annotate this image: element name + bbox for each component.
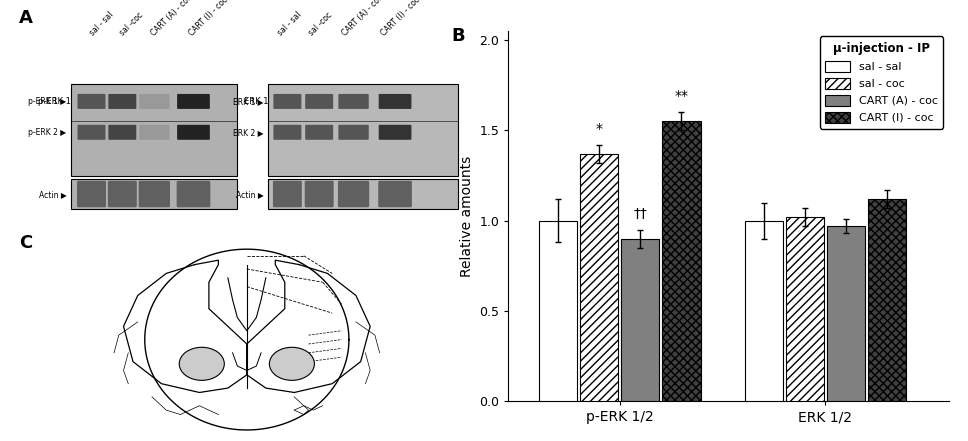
Bar: [621, 239, 659, 401]
Text: ††: ††: [633, 206, 648, 220]
Text: CART (I) - coc: CART (I) - coc: [188, 0, 230, 37]
FancyBboxPatch shape: [273, 94, 301, 109]
Bar: [72, 84, 237, 176]
Text: sal - sal: sal - sal: [88, 10, 115, 37]
FancyBboxPatch shape: [177, 94, 210, 109]
Text: ERK 2 ▶: ERK 2 ▶: [233, 128, 263, 137]
FancyBboxPatch shape: [338, 181, 369, 207]
Text: Actin ▶: Actin ▶: [39, 190, 67, 198]
FancyBboxPatch shape: [339, 125, 369, 140]
Text: CART (A) - coc: CART (A) - coc: [150, 0, 195, 37]
FancyBboxPatch shape: [77, 181, 106, 207]
FancyBboxPatch shape: [305, 125, 333, 140]
Text: p-ERK 1: p-ERK 1: [39, 97, 72, 106]
FancyBboxPatch shape: [177, 125, 210, 140]
FancyBboxPatch shape: [273, 181, 302, 207]
FancyBboxPatch shape: [378, 125, 411, 140]
FancyBboxPatch shape: [139, 94, 169, 109]
Ellipse shape: [179, 348, 225, 380]
Text: A: A: [19, 9, 33, 27]
Text: ERK 1: ERK 1: [244, 97, 268, 106]
Text: sal -coc: sal -coc: [118, 11, 144, 37]
Text: B: B: [451, 27, 465, 45]
FancyBboxPatch shape: [378, 181, 412, 207]
FancyBboxPatch shape: [77, 125, 106, 140]
FancyBboxPatch shape: [339, 94, 369, 109]
Text: **: **: [675, 89, 688, 103]
Y-axis label: Relative amounts: Relative amounts: [460, 156, 473, 277]
FancyBboxPatch shape: [176, 181, 210, 207]
FancyBboxPatch shape: [139, 125, 169, 140]
FancyBboxPatch shape: [378, 94, 411, 109]
FancyBboxPatch shape: [273, 125, 301, 140]
Text: p-ERK 1 ▶: p-ERK 1 ▶: [28, 97, 67, 106]
Bar: [72, 179, 237, 209]
FancyBboxPatch shape: [108, 125, 136, 140]
Bar: [786, 217, 824, 401]
Bar: [868, 199, 906, 401]
FancyBboxPatch shape: [305, 181, 334, 207]
Bar: [268, 84, 458, 176]
Text: CART (I) - coc: CART (I) - coc: [379, 0, 422, 37]
Text: sal - sal: sal - sal: [276, 10, 304, 37]
FancyBboxPatch shape: [108, 94, 136, 109]
FancyBboxPatch shape: [77, 94, 106, 109]
Text: CART (A) - coc: CART (A) - coc: [341, 0, 385, 37]
Bar: [744, 220, 783, 401]
Text: *: *: [595, 122, 603, 136]
Bar: [580, 154, 619, 401]
Legend: sal - sal, sal - coc, CART (A) - coc, CART (I) - coc: sal - sal, sal - coc, CART (A) - coc, CA…: [820, 37, 943, 128]
Text: sal -coc: sal -coc: [307, 11, 334, 37]
Bar: [662, 121, 701, 401]
Bar: [539, 220, 577, 401]
Ellipse shape: [269, 348, 315, 380]
Bar: [827, 226, 865, 401]
Text: C: C: [19, 234, 32, 252]
Text: Actin ▶: Actin ▶: [235, 190, 263, 198]
Text: ERK 1 ▶: ERK 1 ▶: [233, 97, 263, 106]
FancyBboxPatch shape: [107, 181, 136, 207]
Text: p-ERK 2 ▶: p-ERK 2 ▶: [28, 128, 67, 137]
FancyBboxPatch shape: [138, 181, 170, 207]
Bar: [268, 179, 458, 209]
FancyBboxPatch shape: [305, 94, 333, 109]
